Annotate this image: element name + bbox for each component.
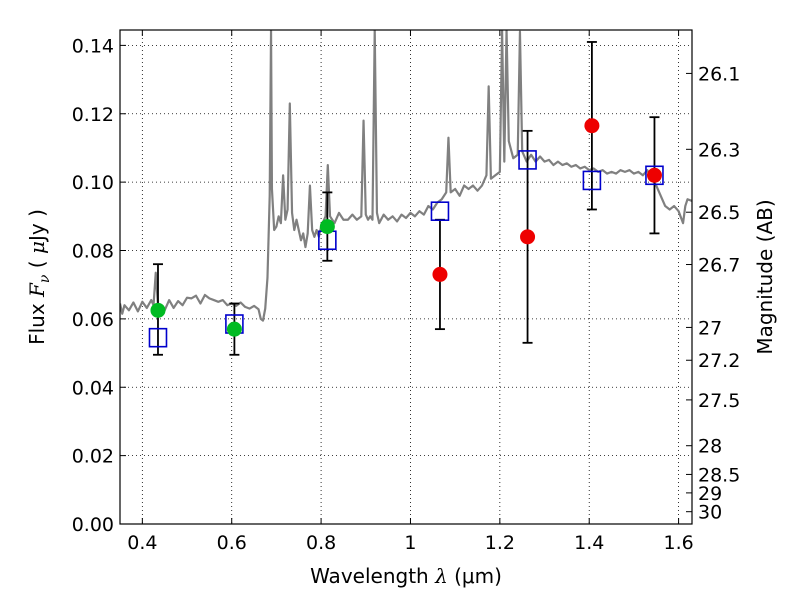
x-tick-label: 1 <box>404 532 416 554</box>
photometry-point <box>226 321 242 337</box>
plot-frame <box>119 29 693 525</box>
y2-tick-label: 29 <box>698 483 722 505</box>
y2-tick-label: 26.7 <box>698 255 740 277</box>
photometry-point <box>319 219 335 235</box>
y2-tick-label: 28.5 <box>698 464 740 486</box>
y-tick-label: 0.10 <box>72 172 114 194</box>
photometry-point-layer <box>150 118 662 337</box>
y2-tick-label: 26.1 <box>698 63 740 85</box>
x-tick-label: 1.6 <box>663 532 693 554</box>
photometry-point <box>520 229 536 245</box>
y2-axis-title: Magnitude (AB) <box>753 199 777 354</box>
model-band-square <box>582 170 602 191</box>
x-tick-label: 1.2 <box>485 532 515 554</box>
photometry-point <box>584 118 600 134</box>
x-tick-label: 1.4 <box>574 532 604 554</box>
x-tick-label: 0.6 <box>217 532 247 554</box>
y-tick-label: 0.12 <box>72 104 114 126</box>
photometry-point <box>432 266 448 282</box>
y-tick-label: 0.00 <box>72 514 114 536</box>
model-band-square <box>148 327 168 348</box>
y2-tick-label: 27.5 <box>698 390 740 412</box>
plot-area <box>120 30 692 524</box>
y-tick-label: 0.04 <box>72 377 114 399</box>
photometry-point <box>150 302 166 318</box>
y-tick-label: 0.08 <box>72 241 114 263</box>
x-axis-title: Wavelength λ (μm) <box>310 564 502 588</box>
photometry-point <box>646 167 662 183</box>
model-band-square <box>518 150 537 170</box>
y-tick-label: 0.06 <box>72 309 114 331</box>
y-axis-title: Flux Fν ( μJy ) <box>25 209 53 345</box>
y-tick-label: 0.02 <box>72 446 114 468</box>
model-band-square <box>645 165 664 186</box>
y-ticks: 0.00 0.02 0.04 0.06 0.08 0.10 0.12 0.14 <box>72 35 126 536</box>
x-tick-label: 0.8 <box>306 532 336 554</box>
model-band-square <box>430 201 450 221</box>
x-tick-label: 0.4 <box>127 532 157 554</box>
y2-tick-label: 27.2 <box>698 350 740 372</box>
x-ticks: 0.4 0.6 0.8 1 1.2 1.4 1.6 <box>127 30 694 554</box>
y2-tick-label: 28 <box>698 436 722 458</box>
y-tick-label: 0.14 <box>72 35 114 57</box>
y2-tick-label: 26.3 <box>698 139 740 161</box>
y2-tick-label: 27 <box>698 317 722 339</box>
y2-tick-label: 26.5 <box>698 202 740 224</box>
spectrum-layer <box>120 30 692 322</box>
spectrum-line <box>120 30 692 322</box>
model-square-layer <box>148 150 664 348</box>
y2-tick-label: 30 <box>698 502 722 524</box>
